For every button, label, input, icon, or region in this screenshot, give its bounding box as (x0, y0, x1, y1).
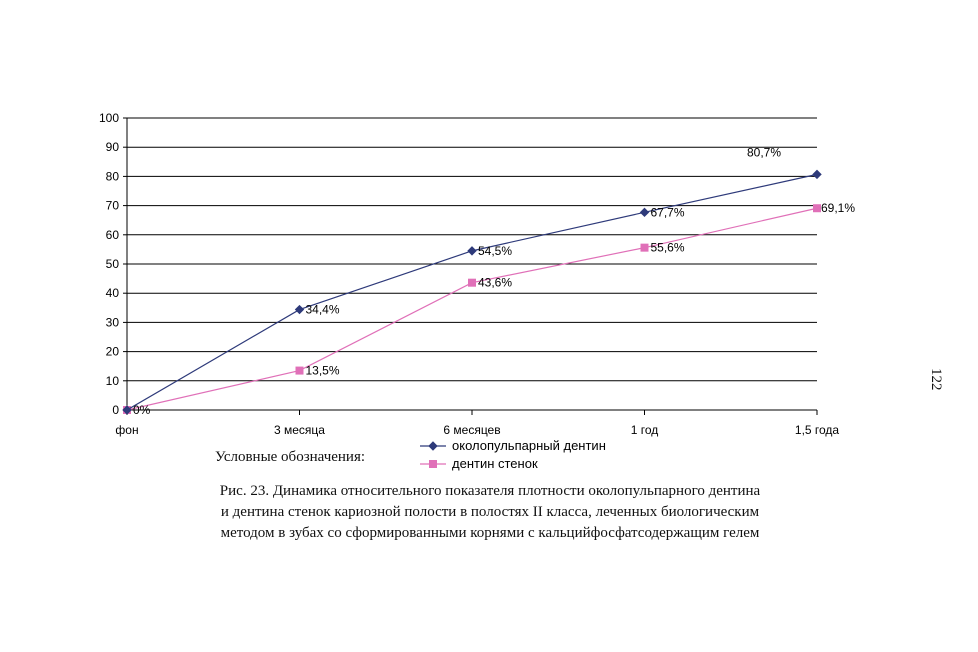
y-tick-label: 100 (99, 111, 119, 125)
y-tick-label: 20 (106, 345, 120, 359)
axes: 0 10 20 30 40 50 60 70 80 90 100 фон 3 месяца 6 месяц… (99, 111, 839, 437)
y-tick-label: 60 (106, 228, 120, 242)
data-point-square (429, 460, 437, 468)
data-point-square (640, 243, 649, 252)
data-label: 54,5% (478, 244, 512, 258)
x-tick-label: 1,5 года (795, 423, 840, 437)
y-tick-label: 50 (106, 257, 120, 271)
y-tick-label: 40 (106, 286, 120, 300)
gridlines (127, 117, 817, 382)
data-point-diamond (812, 169, 822, 180)
y-tick-label: 80 (106, 169, 120, 183)
legend: околопульпарный дентин дентин стенок (420, 438, 606, 471)
data-label: 55,6% (651, 241, 685, 255)
data-label: 43,6% (478, 276, 512, 290)
data-point-diamond (467, 246, 477, 256)
x-tick-label: фон (115, 423, 138, 437)
data-point-diamond (294, 304, 305, 315)
legend-entry: дентин стенок (452, 456, 538, 471)
y-tick-label: 30 (106, 315, 120, 329)
data-point-square (295, 366, 304, 375)
page-number: 122 (928, 368, 944, 391)
caption-line-1: Рис. 23. Динамика относительного показат… (219, 483, 761, 499)
data-label: 80,7% (747, 145, 781, 159)
x-tick-label: 1 год (631, 423, 659, 437)
data-label: 69,1% (821, 201, 855, 215)
figure-caption: Рис. 23. Динамика относительного показат… (120, 481, 860, 544)
legend-entry: околопульпарный дентин (452, 438, 606, 453)
data-point-diamond (122, 405, 132, 415)
caption-line-3: методом в зубах со сформированными корня… (220, 525, 760, 541)
y-tick-label: 0 (112, 403, 119, 417)
x-tick-label: 6 месяцев (443, 423, 500, 437)
series-line (126, 207, 818, 411)
y-tick-label: 90 (106, 140, 120, 154)
y-tick-label: 70 (106, 199, 120, 213)
series-lines (122, 169, 822, 415)
series-line (126, 173, 818, 411)
x-tick-label: 3 месяца (274, 423, 325, 437)
data-point-square (468, 278, 476, 287)
data-point-diamond (428, 441, 438, 451)
data-label: 34,4% (306, 303, 340, 317)
caption-line-2: и дентина стенок кариозной полости в пол… (220, 504, 760, 520)
y-tick-label: 10 (106, 374, 120, 388)
data-label: 67,7% (651, 205, 685, 219)
data-point-diamond (639, 207, 650, 218)
legend-title: Условные обозначения: (215, 449, 366, 465)
data-point-square (813, 204, 821, 213)
data-labels: 34,4% 54,5% 67,7% 80,7% 0% 13,5% 43,6% 55,6% 69,… (133, 145, 855, 417)
data-label: 13,5% (306, 364, 340, 378)
data-label: 0% (133, 403, 151, 417)
